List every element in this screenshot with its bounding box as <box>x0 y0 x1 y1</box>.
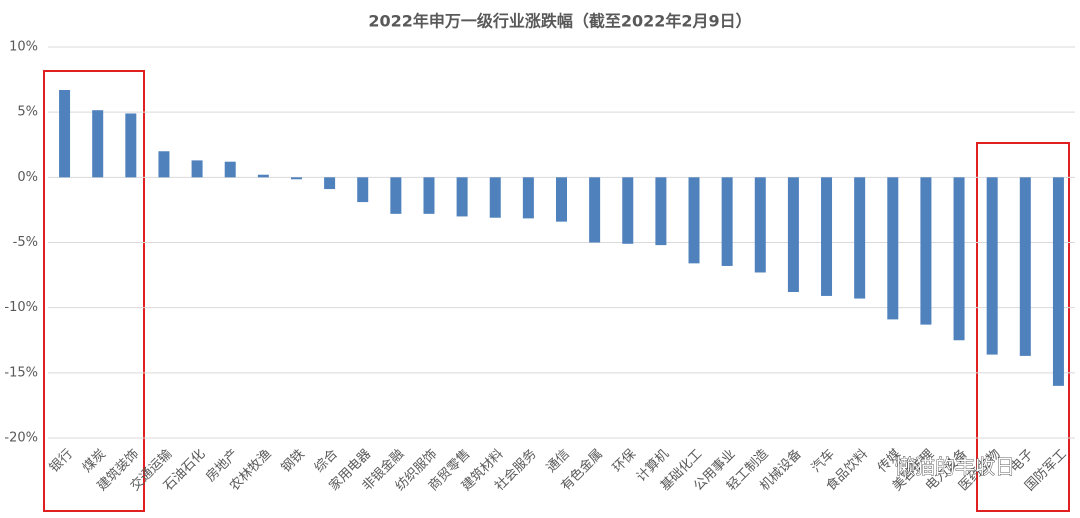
bar <box>887 177 899 320</box>
bar <box>920 177 932 325</box>
y-tick-label: -10% <box>4 300 38 315</box>
bar <box>522 177 534 219</box>
y-tick-label: -20% <box>4 431 38 446</box>
y-tick-label: 5% <box>17 105 38 120</box>
bar <box>953 177 965 341</box>
x-tick-label: 钢铁 <box>279 447 308 476</box>
bar <box>224 161 236 178</box>
bar <box>125 113 137 178</box>
x-tick-label: 煤炭 <box>80 447 109 476</box>
bar <box>290 177 302 180</box>
y-tick-label: -15% <box>4 365 38 380</box>
bar <box>1052 177 1064 386</box>
bar <box>423 177 435 214</box>
highlight-box <box>976 142 1070 512</box>
bar <box>787 177 799 293</box>
bar <box>1019 177 1031 356</box>
watermark: 懒猫的丰收日 <box>895 455 1015 479</box>
x-tick-label: 汽车 <box>808 446 838 476</box>
x-tick-label: 银行 <box>47 447 76 476</box>
y-tick-label: 0% <box>17 170 38 185</box>
bar <box>158 151 170 178</box>
bar <box>59 90 71 178</box>
bar <box>688 177 700 264</box>
bar <box>589 177 601 243</box>
highlight-box <box>43 70 145 512</box>
bar <box>556 177 567 222</box>
bar <box>489 177 501 218</box>
bar <box>986 177 998 355</box>
bar <box>390 177 402 214</box>
x-tick-label: 环保 <box>610 447 639 476</box>
x-tick-label: 综合 <box>312 447 341 476</box>
bar <box>821 177 833 296</box>
x-tick-label: 通信 <box>544 447 573 476</box>
bar <box>357 177 369 203</box>
y-tick-label: 10% <box>9 40 38 55</box>
bar <box>754 177 766 273</box>
bar <box>655 177 667 246</box>
bar <box>622 177 634 244</box>
bar <box>191 160 203 178</box>
bar <box>721 177 733 266</box>
y-tick-label: -5% <box>13 235 38 250</box>
bar <box>456 177 468 217</box>
bar <box>854 177 866 299</box>
bar <box>257 174 269 178</box>
bar <box>92 110 104 178</box>
chart-title: 2022年申万一级行业涨跌幅（截至2022年2月9日） <box>368 12 751 31</box>
bar <box>324 177 336 190</box>
